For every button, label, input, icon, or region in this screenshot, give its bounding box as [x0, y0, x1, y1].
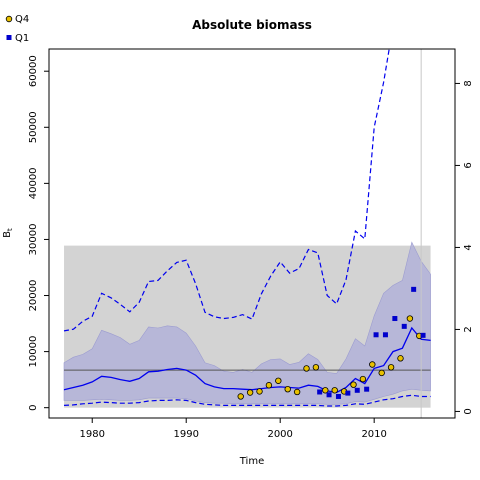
x-tick-label: 1980 — [80, 429, 105, 440]
q1-point — [382, 332, 388, 338]
legend-marker-q1 — [6, 35, 12, 40]
q4-point — [246, 389, 254, 396]
y-tick-label: 60000 — [28, 55, 39, 87]
ci-upper-line — [63, 49, 390, 332]
q4-point — [303, 365, 310, 372]
y2-tick-label: 2 — [463, 326, 474, 332]
x-tick-label: 1990 — [173, 429, 198, 440]
q1-point — [420, 332, 426, 338]
x-tick-label: 2010 — [361, 429, 386, 440]
q4-point — [369, 361, 376, 368]
q1-point — [326, 392, 332, 398]
plot-area — [63, 49, 431, 418]
y-tick-label: 20000 — [28, 280, 39, 312]
q1-point — [392, 316, 398, 322]
y-axis-title: Bt — [2, 228, 14, 238]
estimate-uncertainty-band — [63, 241, 431, 405]
q1-point — [411, 286, 417, 292]
q4-point — [275, 377, 282, 384]
secondary-y-axis: 0 2 4 6 8 — [455, 80, 474, 415]
x-tick-label: 2000 — [267, 429, 292, 440]
q1-point — [345, 390, 351, 396]
q4-point — [331, 387, 338, 394]
q1-point — [401, 323, 407, 329]
y2-tick-label: 6 — [463, 162, 474, 168]
chart-title: Absolute biomass — [192, 18, 312, 32]
ci-lower-line — [63, 394, 431, 407]
plot-frame — [48, 48, 456, 419]
q1-point — [373, 332, 379, 338]
q4-point — [284, 385, 291, 393]
y-axis-title-subscript: t — [6, 228, 14, 231]
q4-point — [359, 375, 367, 383]
q4-point — [406, 315, 414, 322]
y2-tick-label: 8 — [463, 80, 474, 86]
q1-point — [317, 389, 323, 395]
x-axis: 1980 1990 2000 2010 — [80, 418, 387, 440]
q4-point — [293, 388, 301, 396]
q4-point — [387, 364, 395, 371]
legend: Q4 Q1 — [5, 14, 29, 44]
y-axis: 0 10000 20000 30000 40000 50000 60000 — [28, 55, 49, 411]
q4-point — [312, 364, 320, 371]
q4-point — [256, 388, 263, 395]
y2-tick-label: 0 — [463, 408, 474, 414]
x-axis-title: Time — [239, 456, 264, 467]
y-tick-label: 40000 — [28, 167, 39, 199]
q4-point — [322, 387, 329, 394]
q1-point — [364, 386, 370, 392]
q1-point — [354, 387, 360, 393]
q4-point — [237, 393, 244, 400]
y-tick-label: 30000 — [28, 224, 39, 256]
legend-marker-q4 — [5, 15, 13, 23]
y-axis-title-main: B — [2, 231, 13, 238]
y-tick-label: 10000 — [28, 336, 39, 368]
q1-point — [335, 393, 341, 399]
y-tick-label: 50000 — [28, 111, 39, 143]
q4-point — [378, 369, 385, 377]
y-tick-label: 0 — [28, 404, 39, 410]
q4-point — [397, 355, 404, 362]
q4-point — [350, 381, 357, 388]
y2-tick-label: 4 — [463, 244, 474, 250]
q4-point — [265, 382, 273, 389]
legend-label-q1: Q1 — [15, 33, 29, 44]
median-estimate-line — [63, 326, 431, 394]
legend-label-q4: Q4 — [15, 14, 29, 25]
